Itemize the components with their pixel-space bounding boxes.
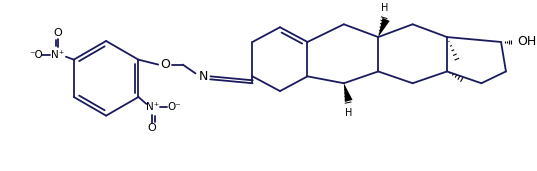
- Text: O: O: [54, 28, 62, 38]
- Text: H: H: [345, 108, 352, 118]
- Text: ⁻O: ⁻O: [30, 50, 43, 60]
- Text: H: H: [381, 3, 389, 13]
- Text: O: O: [160, 58, 170, 71]
- Text: OH: OH: [517, 35, 536, 48]
- Text: N⁺: N⁺: [146, 102, 159, 112]
- Text: N: N: [199, 70, 208, 83]
- Text: O⁻: O⁻: [167, 102, 180, 112]
- Polygon shape: [378, 18, 390, 37]
- Text: N⁺: N⁺: [52, 50, 64, 60]
- Text: O: O: [148, 123, 157, 133]
- Polygon shape: [344, 83, 353, 102]
